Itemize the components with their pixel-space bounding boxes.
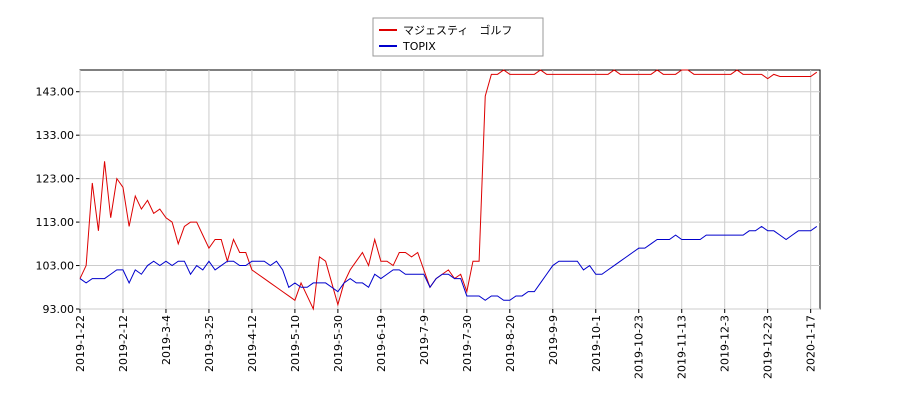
series-line xyxy=(79,225,818,301)
x-tick-label: 2019-1-22 xyxy=(74,315,87,372)
y-tick-label: 93.00 xyxy=(43,303,75,316)
y-tick-label: 123.00 xyxy=(36,173,75,186)
x-tick-label: 2019-11-13 xyxy=(676,315,689,379)
x-tick-label: 2019-3-25 xyxy=(203,315,216,372)
x-tick-label: 2020-1-17 xyxy=(805,315,818,372)
x-tick-label: 2019-12-23 xyxy=(762,315,775,379)
x-tick-label: 2019-5-30 xyxy=(332,315,345,372)
y-tick-label: 113.00 xyxy=(36,216,75,229)
legend-label: TOPIX xyxy=(402,40,436,53)
x-tick-label: 2019-5-10 xyxy=(289,315,302,372)
legend-label: マジェスティ ゴルフ xyxy=(403,23,512,37)
x-tick-label: 2019-7-30 xyxy=(461,315,474,372)
x-tick-label: 2019-6-19 xyxy=(375,315,388,372)
series-line xyxy=(79,69,818,311)
x-tick-label: 2019-2-12 xyxy=(117,315,130,372)
y-tick-label: 133.00 xyxy=(36,129,75,142)
x-tick-label: 2019-4-12 xyxy=(246,315,259,372)
x-tick-label: 2019-8-20 xyxy=(504,315,517,372)
x-tick-label: 2019-12-3 xyxy=(719,315,732,372)
y-tick-label: 103.00 xyxy=(36,260,75,273)
x-tick-label: 2019-10-23 xyxy=(633,315,646,379)
x-tick-label: 2019-3-4 xyxy=(160,315,173,365)
y-tick-label: 143.00 xyxy=(36,86,75,99)
x-tick-label: 2019-7-9 xyxy=(418,315,431,365)
legend-box xyxy=(372,17,544,57)
x-tick-label: 2019-10-1 xyxy=(590,315,603,372)
legend: マジェスティ ゴルフ TOPIX xyxy=(372,17,544,57)
x-tick-label: 2019-9-9 xyxy=(547,315,560,365)
